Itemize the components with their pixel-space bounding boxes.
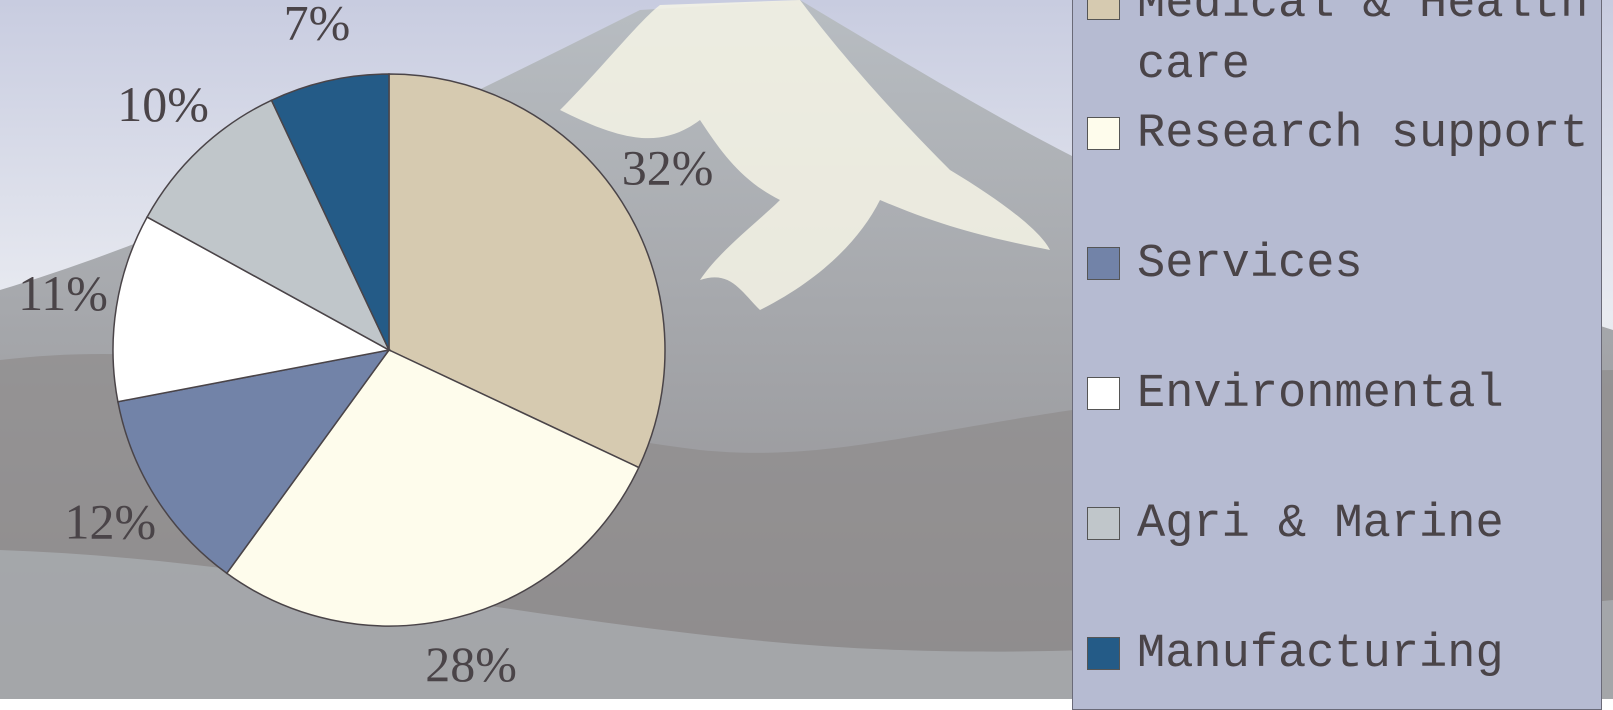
legend-label: Agri & Marine bbox=[1137, 498, 1504, 551]
legend-label: Research support bbox=[1137, 108, 1589, 161]
data-label: 7% bbox=[284, 0, 351, 50]
legend-swatch bbox=[1087, 117, 1120, 150]
pie-slice bbox=[388, 73, 666, 469]
data-label: 11% bbox=[18, 265, 108, 321]
pie-slice bbox=[112, 216, 392, 403]
data-label: 12% bbox=[65, 493, 157, 549]
legend-label: Manufacturing bbox=[1137, 628, 1504, 681]
data-label: 10% bbox=[117, 76, 209, 132]
pie-slice bbox=[270, 73, 390, 351]
pie-slice bbox=[225, 349, 640, 627]
pie: 32% 28% 12% 11% 10% 7% bbox=[18, 0, 713, 692]
data-label: 28% bbox=[425, 636, 517, 692]
pie-slice bbox=[146, 99, 391, 352]
legend-swatch bbox=[1087, 637, 1120, 670]
data-label: 32% bbox=[622, 140, 714, 196]
legend-swatch bbox=[1087, 377, 1120, 410]
snow-cap bbox=[560, 0, 1050, 310]
legend: Medical & Health care Research support Ser… bbox=[1072, 0, 1602, 710]
legend-label: Environmental bbox=[1137, 368, 1504, 421]
pie-slice bbox=[117, 348, 391, 575]
legend-swatch bbox=[1087, 247, 1120, 280]
legend-swatch bbox=[1087, 0, 1120, 20]
legend-label: Services bbox=[1137, 238, 1363, 291]
legend-label: Medical & Health care bbox=[1137, 0, 1589, 92]
legend-swatch bbox=[1087, 507, 1120, 540]
